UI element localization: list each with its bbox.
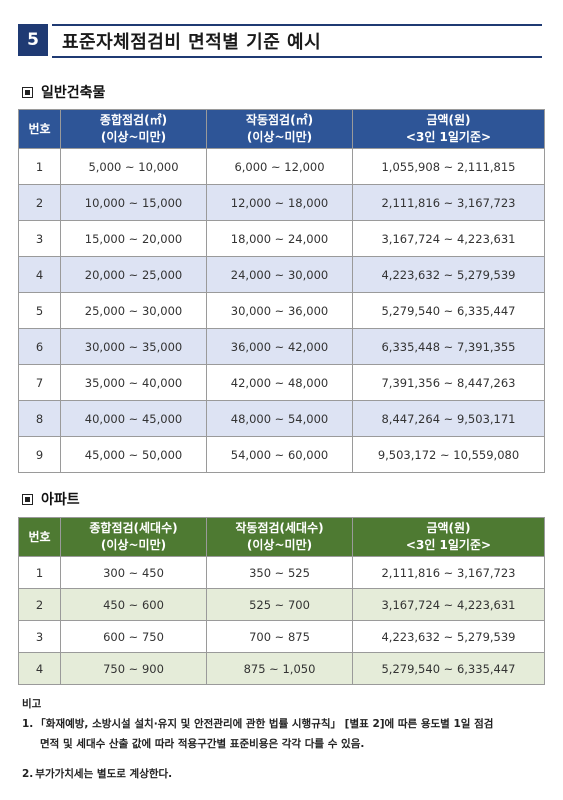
section-title-general: 일반건축물: [41, 85, 106, 101]
cell-amount: 5,279,540 ~ 6,335,447: [352, 292, 545, 329]
table-header-row: 번호 종합점검(㎡) (이상~미만) 작동점검(㎡) (이상~미만) 금액(원) <3…: [18, 109, 545, 149]
cell-comprehensive: 35,000 ~ 40,000: [60, 364, 207, 401]
cell-number: 8: [18, 400, 61, 437]
notes-heading: 비고: [22, 698, 42, 710]
cell-amount: 5,279,540 ~ 6,335,447: [352, 652, 545, 685]
cell-comprehensive: 750 ~ 900: [60, 652, 207, 685]
cell-amount: 4,223,632 ~ 5,279,539: [352, 620, 545, 653]
header-comprehensive: 종합점검(세대수) (이상~미만): [60, 517, 207, 557]
note-2: 2. 부가가치세는 별도로 계상한다.: [22, 764, 172, 784]
general-building-table: 번호 종합점검(㎡) (이상~미만) 작동점검(㎡) (이상~미만) 금액(원) <3…: [18, 109, 545, 473]
cell-operational: 12,000 ~ 18,000: [206, 184, 353, 221]
table-row: 7 35,000 ~ 40,000 42,000 ~ 48,000 7,391,356…: [18, 364, 545, 401]
table-row: 3 600 ~ 750 700 ~ 875 4,223,632 ~ 5,279,539: [18, 620, 545, 653]
cell-comprehensive: 300 ~ 450: [60, 556, 207, 589]
header-amount: 금액(원) <3인 1일기준>: [352, 517, 545, 557]
cell-number: 1: [18, 556, 61, 589]
note-2-text: 부가가치세는 별도로 계상한다.: [35, 768, 173, 780]
cell-operational: 30,000 ~ 36,000: [206, 292, 353, 329]
table-header-row: 번호 종합점검(세대수) (이상~미만) 작동점검(세대수) (이상~미만) 금액(…: [18, 517, 545, 557]
header-number: 번호: [18, 517, 61, 557]
cell-operational: 350 ~ 525: [206, 556, 353, 589]
cell-amount: 1,055,908 ~ 2,111,815: [352, 148, 545, 185]
page-header: 5 표준자체점검비 면적별 기준 예시: [18, 24, 542, 58]
cell-comprehensive: 5,000 ~ 10,000: [60, 148, 207, 185]
table-row: 4 20,000 ~ 25,000 24,000 ~ 30,000 4,223,632…: [18, 256, 545, 293]
note-1: 1. 「화재예방, 소방시설 설치·유지 및 안전관리에 관한 법률 시행규칙」 …: [22, 714, 493, 754]
note-1-number: 1.: [22, 718, 34, 730]
cell-number: 4: [18, 652, 61, 685]
cell-amount: 3,167,724 ~ 4,223,631: [352, 588, 545, 621]
table-row: 8 40,000 ~ 45,000 48,000 ~ 54,000 8,447,264…: [18, 400, 545, 437]
cell-comprehensive: 15,000 ~ 20,000: [60, 220, 207, 257]
header-comprehensive: 종합점검(㎡) (이상~미만): [60, 109, 207, 149]
cell-number: 7: [18, 364, 61, 401]
note-1-line-2: 면적 및 세대수 산출 값에 따라 적용구간별 표준비용은 각각 다를 수 있음…: [40, 738, 365, 750]
cell-number: 2: [18, 184, 61, 221]
cell-operational: 6,000 ~ 12,000: [206, 148, 353, 185]
cell-comprehensive: 40,000 ~ 45,000: [60, 400, 207, 437]
cell-operational: 525 ~ 700: [206, 588, 353, 621]
table-row: 9 45,000 ~ 50,000 54,000 ~ 60,000 9,503,172…: [18, 436, 545, 473]
cell-amount: 9,503,172 ~ 10,559,080: [352, 436, 545, 473]
cell-number: 1: [18, 148, 61, 185]
header-number: 번호: [18, 109, 61, 149]
header-top-rule: [52, 24, 542, 26]
table-row: 6 30,000 ~ 35,000 36,000 ~ 42,000 6,335,448…: [18, 328, 545, 365]
header-operational: 작동점검(㎡) (이상~미만): [206, 109, 353, 149]
cell-number: 9: [18, 436, 61, 473]
header-bottom-rule: [52, 56, 542, 58]
table-row: 5 25,000 ~ 30,000 30,000 ~ 36,000 5,279,540…: [18, 292, 545, 329]
cell-operational: 42,000 ~ 48,000: [206, 364, 353, 401]
table-row: 4 750 ~ 900 875 ~ 1,050 5,279,540 ~ 6,335,4…: [18, 652, 545, 685]
cell-comprehensive: 450 ~ 600: [60, 588, 207, 621]
cell-operational: 48,000 ~ 54,000: [206, 400, 353, 437]
cell-number: 4: [18, 256, 61, 293]
section-heading-apartment: 아파트: [22, 489, 80, 509]
cell-amount: 2,111,816 ~ 3,167,723: [352, 556, 545, 589]
cell-operational: 24,000 ~ 30,000: [206, 256, 353, 293]
section-title-apartment: 아파트: [41, 492, 80, 508]
cell-number: 2: [18, 588, 61, 621]
square-bullet-icon: [22, 86, 33, 98]
cell-number: 3: [18, 620, 61, 653]
cell-number: 6: [18, 328, 61, 365]
cell-amount: 2,111,816 ~ 3,167,723: [352, 184, 545, 221]
cell-operational: 18,000 ~ 24,000: [206, 220, 353, 257]
cell-comprehensive: 20,000 ~ 25,000: [60, 256, 207, 293]
cell-comprehensive: 600 ~ 750: [60, 620, 207, 653]
cell-amount: 3,167,724 ~ 4,223,631: [352, 220, 545, 257]
table-row: 1 5,000 ~ 10,000 6,000 ~ 12,000 1,055,908 ~…: [18, 148, 545, 185]
header-operational: 작동점검(세대수) (이상~미만): [206, 517, 353, 557]
page-title: 표준자체점검비 면적별 기준 예시: [62, 32, 322, 53]
cell-comprehensive: 10,000 ~ 15,000: [60, 184, 207, 221]
note-1-line-1: 「화재예방, 소방시설 설치·유지 및 안전관리에 관한 법률 시행규칙」 [별…: [35, 718, 494, 730]
cell-amount: 7,391,356 ~ 8,447,263: [352, 364, 545, 401]
cell-comprehensive: 30,000 ~ 35,000: [60, 328, 207, 365]
apartment-table: 번호 종합점검(세대수) (이상~미만) 작동점검(세대수) (이상~미만) 금액(…: [18, 517, 545, 685]
cell-number: 3: [18, 220, 61, 257]
cell-comprehensive: 25,000 ~ 30,000: [60, 292, 207, 329]
section-number-badge: 5: [18, 24, 48, 56]
cell-comprehensive: 45,000 ~ 50,000: [60, 436, 207, 473]
table-row: 3 15,000 ~ 20,000 18,000 ~ 24,000 3,167,724…: [18, 220, 545, 257]
cell-amount: 4,223,632 ~ 5,279,539: [352, 256, 545, 293]
cell-amount: 8,447,264 ~ 9,503,171: [352, 400, 545, 437]
cell-amount: 6,335,448 ~ 7,391,355: [352, 328, 545, 365]
section-heading-general: 일반건축물: [22, 82, 105, 102]
cell-operational: 36,000 ~ 42,000: [206, 328, 353, 365]
table-row: 1 300 ~ 450 350 ~ 525 2,111,816 ~ 3,167,723: [18, 556, 545, 589]
cell-number: 5: [18, 292, 61, 329]
table-row: 2 450 ~ 600 525 ~ 700 3,167,724 ~ 4,223,631: [18, 588, 545, 621]
square-bullet-icon: [22, 493, 33, 505]
header-amount: 금액(원) <3인 1일기준>: [352, 109, 545, 149]
cell-operational: 875 ~ 1,050: [206, 652, 353, 685]
table-row: 2 10,000 ~ 15,000 12,000 ~ 18,000 2,111,816…: [18, 184, 545, 221]
cell-operational: 54,000 ~ 60,000: [206, 436, 353, 473]
cell-operational: 700 ~ 875: [206, 620, 353, 653]
note-2-number: 2.: [22, 768, 34, 780]
